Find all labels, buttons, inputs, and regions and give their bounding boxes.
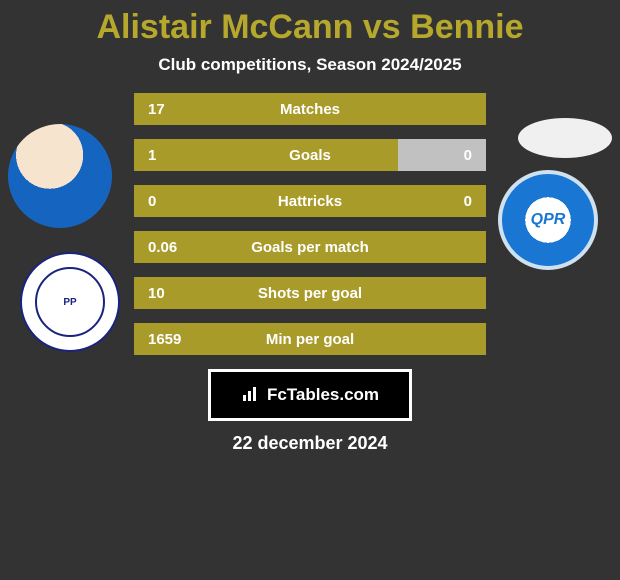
stat-bar-overlay: 0.06Goals per match: [134, 231, 486, 263]
stat-value-left: 17: [134, 101, 194, 118]
stat-bar-overlay: 17Matches: [134, 93, 486, 125]
stat-value-right: 0: [426, 193, 486, 210]
stat-bar-overlay: 1659Min per goal: [134, 323, 486, 355]
stat-row: 1Goals0: [134, 139, 486, 171]
stat-bar-overlay: 1Goals0: [134, 139, 486, 171]
stat-value-left: 0: [134, 193, 194, 210]
stat-label: Hattricks: [194, 193, 426, 210]
club-right-badge: QPR: [498, 170, 598, 270]
stat-row: 0.06Goals per match: [134, 231, 486, 263]
stat-row: 0Hattricks0: [134, 185, 486, 217]
stats-bar-list: 17Matches1Goals00Hattricks00.06Goals per…: [134, 93, 486, 355]
stat-row: 1659Min per goal: [134, 323, 486, 355]
stat-bar-overlay: 0Hattricks0: [134, 185, 486, 217]
comparison-date: 22 december 2024: [0, 433, 620, 454]
club-left-badge-text: PP: [35, 267, 105, 337]
stat-label: Goals per match: [194, 239, 426, 256]
stat-row: 10Shots per goal: [134, 277, 486, 309]
chart-icon: [241, 383, 261, 408]
club-left-badge: PP: [20, 252, 120, 352]
stat-label: Shots per goal: [194, 285, 426, 302]
stat-value-right: 0: [426, 147, 486, 164]
comparison-title: Alistair McCann vs Bennie: [0, 0, 620, 47]
comparison-subtitle: Club competitions, Season 2024/2025: [0, 55, 620, 75]
stat-label: Min per goal: [194, 331, 426, 348]
stat-row: 17Matches: [134, 93, 486, 125]
branding-box: FcTables.com: [208, 369, 412, 421]
stat-value-left: 0.06: [134, 239, 194, 256]
stat-label: Goals: [194, 147, 426, 164]
club-right-badge-text: QPR: [526, 198, 570, 242]
comparison-card: { "title": { "text": "Alistair McCann vs…: [0, 0, 620, 580]
stat-value-left: 1659: [134, 331, 194, 348]
stat-bar-overlay: 10Shots per goal: [134, 277, 486, 309]
branding-text: FcTables.com: [267, 385, 379, 405]
stat-value-left: 10: [134, 285, 194, 302]
stat-value-left: 1: [134, 147, 194, 164]
player-right-avatar: [518, 118, 612, 158]
stat-label: Matches: [194, 101, 426, 118]
player-left-avatar: [8, 124, 112, 228]
